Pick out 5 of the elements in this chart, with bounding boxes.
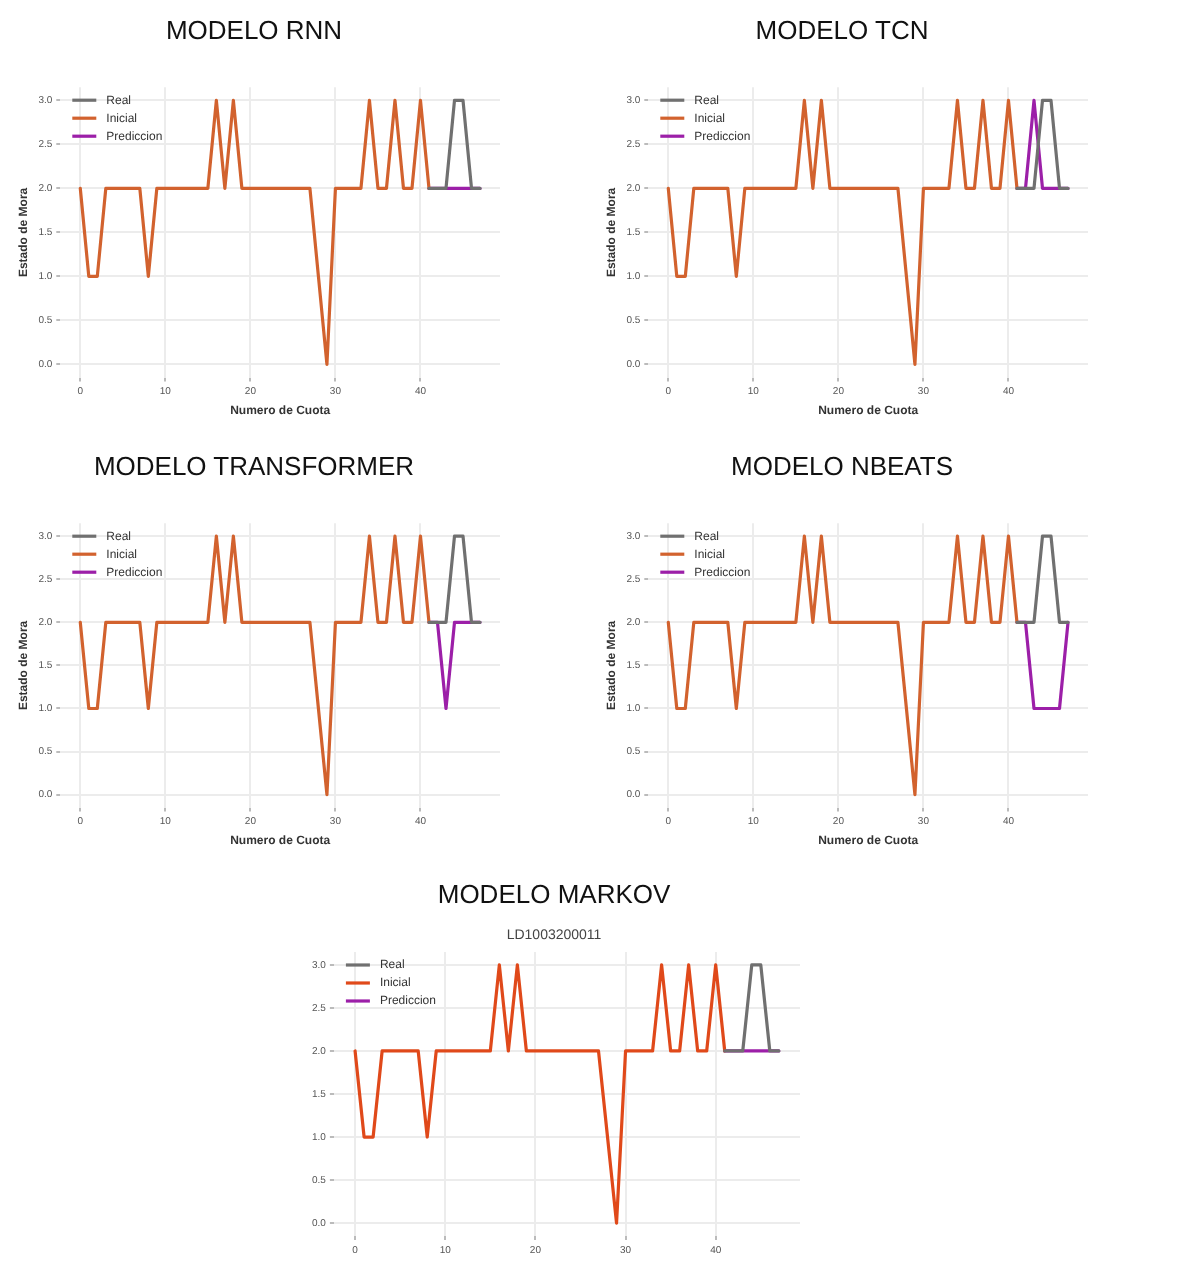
- chart-title: MODELO TRANSFORMER: [93, 450, 415, 481]
- chart-title: MODELO NBEATS: [730, 450, 954, 481]
- chart-title: MODELO RNN: [165, 14, 343, 45]
- chart-title: MODELO MARKOV: [437, 878, 671, 909]
- chart-title: MODELO TCN: [755, 14, 929, 45]
